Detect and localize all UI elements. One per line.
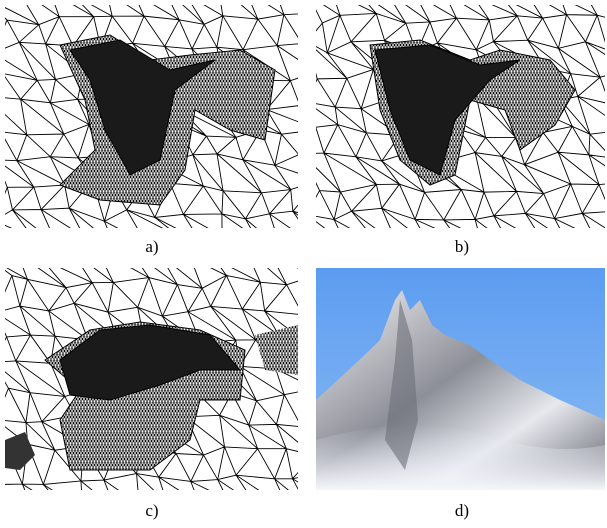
mesh-panel: [0, 0, 345, 249]
caption: a): [145, 237, 158, 256]
figure: a) b) c) d): [0, 0, 607, 528]
mesh-panel: [302, 0, 607, 245]
caption: b): [455, 237, 469, 256]
caption: d): [455, 501, 469, 520]
caption: c): [145, 501, 158, 520]
mesh-panel: [0, 249, 346, 512]
render-panel: [316, 268, 605, 490]
